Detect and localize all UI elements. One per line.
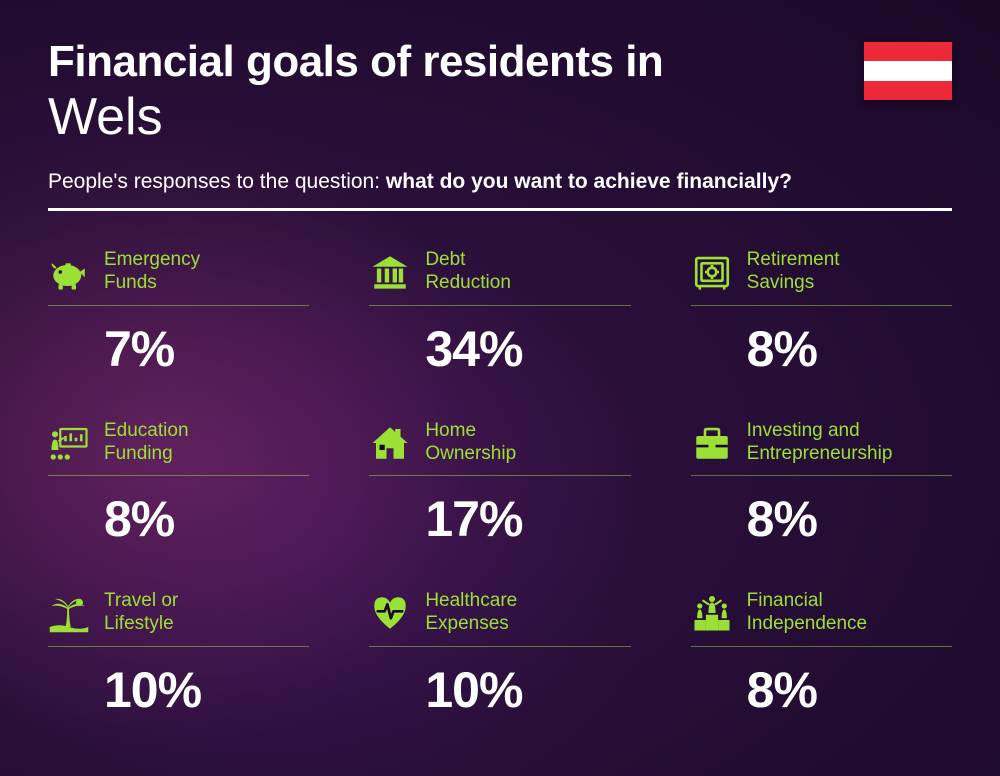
- goal-label: DebtReduction: [425, 249, 511, 295]
- header: Financial goals of residents in Wels Peo…: [48, 38, 952, 211]
- goal-label: Investing andEntrepreneurship: [747, 420, 893, 466]
- goal-value: 34%: [369, 320, 630, 378]
- flag-stripe-top: [864, 42, 952, 61]
- divider: [48, 208, 952, 211]
- briefcase-icon: [691, 422, 733, 464]
- goal-value: 7%: [48, 320, 309, 378]
- goal-label: HealthcareExpenses: [425, 590, 517, 636]
- goal-value: 8%: [691, 320, 952, 378]
- goal-item-head: Travel orLifestyle: [48, 590, 309, 647]
- goal-item-head: FinancialIndependence: [691, 590, 952, 647]
- goal-value: 10%: [48, 661, 309, 719]
- goal-item: FinancialIndependence 8%: [691, 590, 952, 719]
- goal-value: 10%: [369, 661, 630, 719]
- goal-item-head: EducationFunding: [48, 420, 309, 477]
- heartbeat-icon: [369, 592, 411, 634]
- podium-icon: [691, 592, 733, 634]
- goal-item: Investing andEntrepreneurship 8%: [691, 420, 952, 549]
- goal-item: DebtReduction 34%: [369, 249, 630, 378]
- goal-value: 8%: [691, 490, 952, 548]
- goals-grid: EmergencyFunds 7% DebtReduction 34% Retireme…: [48, 249, 952, 719]
- house-icon: [369, 422, 411, 464]
- goal-label: HomeOwnership: [425, 420, 516, 466]
- goal-item: HealthcareExpenses 10%: [369, 590, 630, 719]
- goal-value: 8%: [48, 490, 309, 548]
- title-prefix: Financial goals of residents in: [48, 38, 952, 86]
- goal-item-head: HomeOwnership: [369, 420, 630, 477]
- goal-item: EducationFunding 8%: [48, 420, 309, 549]
- goal-label: FinancialIndependence: [747, 590, 867, 636]
- title-city: Wels: [48, 88, 952, 148]
- goal-value: 8%: [691, 661, 952, 719]
- subtitle: People's responses to the question: what…: [48, 170, 952, 194]
- palm-tree-icon: [48, 592, 90, 634]
- goal-item-head: DebtReduction: [369, 249, 630, 306]
- goal-label: EmergencyFunds: [104, 249, 200, 295]
- goal-item-head: EmergencyFunds: [48, 249, 309, 306]
- safe-icon: [691, 251, 733, 293]
- goal-label: EducationFunding: [104, 420, 189, 466]
- goal-item-head: RetirementSavings: [691, 249, 952, 306]
- flag-austria: [864, 42, 952, 100]
- bank-icon: [369, 251, 411, 293]
- goal-value: 17%: [369, 490, 630, 548]
- presentation-icon: [48, 422, 90, 464]
- goal-item: Travel orLifestyle 10%: [48, 590, 309, 719]
- goal-item: RetirementSavings 8%: [691, 249, 952, 378]
- subtitle-prefix: People's responses to the question:: [48, 170, 386, 193]
- flag-stripe-bottom: [864, 81, 952, 100]
- subtitle-bold: what do you want to achieve financially?: [386, 170, 792, 193]
- goal-item: EmergencyFunds 7%: [48, 249, 309, 378]
- goal-label: RetirementSavings: [747, 249, 840, 295]
- flag-stripe-middle: [864, 61, 952, 80]
- piggy-bank-icon: [48, 251, 90, 293]
- goal-label: Travel orLifestyle: [104, 590, 178, 636]
- goal-item-head: HealthcareExpenses: [369, 590, 630, 647]
- goal-item: HomeOwnership 17%: [369, 420, 630, 549]
- goal-item-head: Investing andEntrepreneurship: [691, 420, 952, 477]
